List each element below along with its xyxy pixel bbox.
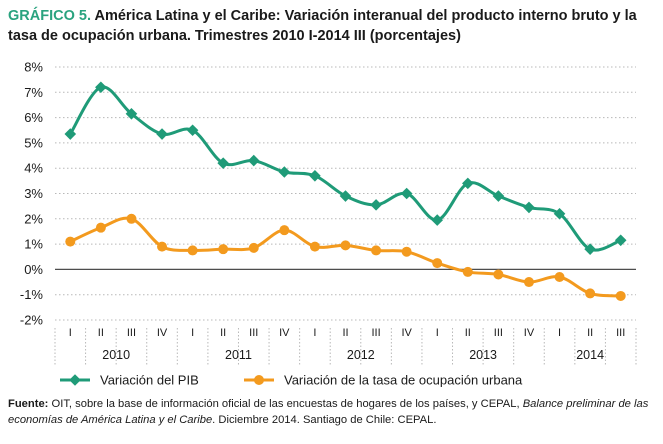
data-point-empleo [248,242,259,253]
data-point-empleo [126,213,137,224]
data-point-pib [553,207,566,220]
data-point-empleo [187,245,198,256]
data-point-empleo [95,222,106,233]
data-point-empleo [585,288,596,299]
data-point-empleo [371,245,382,256]
data-point-empleo [432,258,443,269]
source-text-2: . Diciembre 2014. Santiago de Chile: CEP… [212,414,437,426]
source-italic: Balance preliminar de las economías de A… [8,398,649,426]
quarter-label: II [98,327,104,339]
data-point-empleo [523,277,534,288]
year-label: 2014 [576,348,604,362]
y-tick-label: 2% [24,211,43,226]
data-point-pib [247,154,260,167]
data-point-pib [431,214,444,226]
data-point-empleo [309,241,320,252]
data-point-pib [523,201,535,214]
data-point-pib [400,187,413,200]
y-tick-label: 8% [24,60,43,75]
data-point-pib [217,157,229,169]
quarter-label: I [558,327,561,339]
quarter-label: II [220,327,226,339]
quarter-label: IV [279,327,290,339]
data-point-empleo [340,240,351,251]
legend-marker-pib [69,374,81,386]
data-point-pib [614,234,627,247]
chart-title-text: América Latina y el Caribe: Variación in… [8,8,637,44]
quarter-label: II [465,327,471,339]
series-line-pib [69,85,622,252]
data-point-pib [309,169,321,182]
year-label: 2010 [102,348,130,362]
data-point-pib [492,190,505,202]
data-point-pib [462,177,474,190]
y-tick-label: -1% [20,287,44,302]
y-tick-label: 1% [24,237,43,252]
data-point-empleo [554,271,565,282]
y-tick-label: -2% [20,313,44,328]
chart-title: GRÁFICO 5. América Latina y el Caribe: V… [8,6,648,46]
quarter-label: III [371,327,380,339]
year-label: 2011 [225,348,252,362]
quarter-label: II [342,327,348,339]
quarter-label: III [616,327,625,339]
chart-title-lead: GRÁFICO 5. [8,8,91,24]
source-note: Fuente: OIT, sobre la base de informació… [8,396,656,428]
source-text-1: OIT, sobre la base de información oficia… [51,398,520,410]
quarter-label: I [191,327,194,339]
source-label: Fuente: [8,398,49,410]
legend-label-pib: Variación del PIB [100,373,199,388]
data-point-empleo [218,244,229,255]
data-point-pib [125,108,138,120]
quarter-label: IV [401,327,412,339]
y-tick-label: 6% [24,110,43,125]
data-point-empleo [615,290,626,301]
year-label: 2013 [469,348,497,362]
y-tick-label: 5% [24,135,43,150]
line-chart: 8%7%6%5%4%3%2%1%0%-1%-2%I II III IV I II III IV… [20,60,637,388]
data-point-pib [370,199,382,211]
data-point-empleo [157,241,168,252]
quarter-label: IV [157,327,168,339]
data-point-pib [95,81,107,94]
quarter-label: I [69,327,72,339]
legend-label-empleo: Variación de la tasa de ocupación urbana [284,373,523,388]
y-tick-label: 3% [24,186,43,201]
quarter-label: III [249,327,258,339]
data-point-empleo [65,236,76,247]
quarter-label: III [494,327,503,339]
quarter-label: II [587,327,593,339]
data-point-pib [339,190,352,202]
y-tick-label: 0% [24,262,43,277]
y-tick-label: 7% [24,85,43,100]
data-point-empleo [493,269,504,280]
quarter-label: IV [524,327,535,339]
data-point-empleo [401,246,412,257]
quarter-label: III [127,327,136,339]
legend-marker-empleo [254,375,264,385]
quarter-label: I [436,327,439,339]
year-label: 2012 [347,348,375,362]
data-point-pib [186,124,199,137]
series-line-empleo [69,216,621,298]
y-tick-label: 4% [24,161,43,176]
data-point-pib [64,128,77,140]
data-point-empleo [462,266,473,277]
data-point-pib [584,243,596,255]
data-point-pib [156,128,168,140]
data-point-empleo [279,225,290,236]
data-point-pib [278,166,291,178]
quarter-label: I [313,327,316,339]
